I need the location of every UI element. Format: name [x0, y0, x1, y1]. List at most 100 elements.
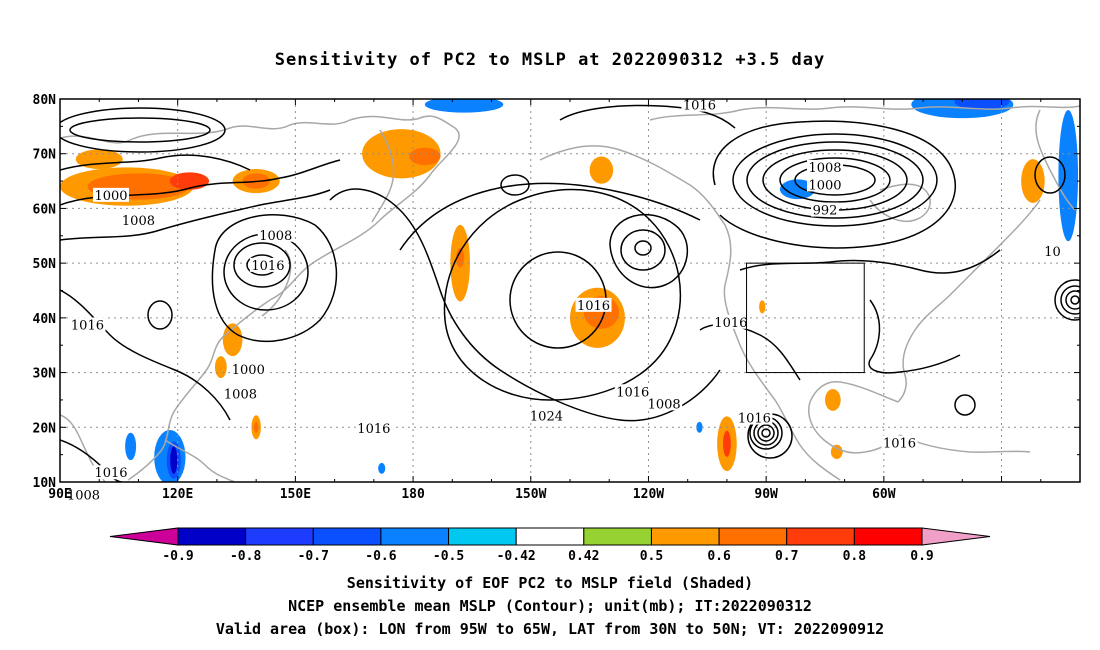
contour-label-bg: [614, 384, 651, 399]
longitude-label: 90E: [48, 487, 71, 502]
contour-label: 1016: [714, 316, 747, 331]
contour-label: 1008: [808, 161, 841, 176]
sensitivity-patch: [378, 462, 386, 474]
coast-asia-north: [60, 115, 456, 144]
sensitivity-patch: [409, 147, 441, 166]
contour-label-bg: [222, 386, 259, 401]
coast-hudson: [869, 183, 931, 222]
latitude-label: 50N: [33, 257, 57, 272]
contour-small-low-4: [954, 394, 976, 416]
latitude-label: 20N: [33, 421, 57, 436]
sensitivity-patch: [169, 172, 210, 190]
sensitivity-patch: [253, 421, 259, 433]
colorbar: [109, 527, 991, 546]
contour-low-alaska-2: [620, 229, 666, 271]
colorbar-box: [853, 527, 923, 546]
sensitivity-patch: [779, 179, 816, 200]
contour-low-canada-5: [732, 133, 938, 227]
valid-area-box: [746, 262, 865, 374]
sensitivity-patch: [214, 356, 227, 379]
contour-label: 1008: [648, 397, 681, 412]
contour-low-canada-6: [712, 120, 956, 249]
sensitivity-patch: [759, 300, 766, 314]
contour-1016-asia: [60, 189, 331, 241]
contour-1016-east-us: [868, 299, 961, 374]
contour-1016-arctic: [559, 104, 736, 129]
contour-small-low-1: [147, 300, 173, 330]
contour-label: 1016: [357, 422, 390, 437]
colorbar-label: 0.5: [640, 549, 663, 564]
contour-label: 1000: [94, 189, 127, 204]
contour-low-alaska-3: [609, 213, 689, 289]
contour-label-bg: [811, 202, 839, 217]
latitude-label: 70N: [33, 148, 57, 163]
contour-label-bg: [807, 159, 843, 174]
sensitivity-patch: [1021, 159, 1045, 203]
contour-atlantic-low-1: [1070, 295, 1080, 305]
longitude-label: 60W: [872, 487, 896, 502]
sensitivity-patch: [830, 444, 843, 460]
sensitivity-patch: [222, 323, 243, 357]
caption-line-3: Valid area (box): LON from 95W to 65W, L…: [215, 620, 885, 638]
contour-label: 992: [813, 204, 838, 219]
contour-label-bg: [249, 257, 286, 272]
coast-canada-north: [649, 105, 1080, 121]
latitude-label: 40N: [33, 312, 57, 327]
colorbar-label: -0.8: [230, 549, 261, 564]
contour-small-low-3: [500, 174, 530, 196]
latitude-labels: 80N 70N 60N 50N 40N 30N 20N 10N: [33, 93, 57, 491]
contour-label-bg: [69, 317, 106, 332]
contour-low-canada-2: [779, 157, 891, 203]
contour-label: 1008: [224, 387, 257, 402]
coast-na-west: [723, 224, 841, 481]
contour-label-bg: [736, 410, 773, 425]
contour-label: 1008: [67, 489, 100, 504]
coast-caribbean: [899, 434, 1031, 453]
contour-label: 1016: [251, 259, 284, 274]
longitude-label: 120E: [162, 487, 193, 502]
sensitivity-patch: [170, 446, 178, 474]
colorbar-box: [448, 527, 517, 546]
contour-label: 1008: [259, 229, 292, 244]
sensitivity-patch: [723, 430, 731, 457]
contour-hurricane-2: [757, 424, 775, 442]
contour-label: 1008: [122, 214, 155, 229]
contour-label: 1016: [738, 412, 771, 427]
contour-label-bg: [257, 227, 294, 242]
map-title: Sensitivity of PC2 to MSLP at 2022090312…: [274, 50, 826, 70]
longitude-label: 180: [401, 487, 425, 502]
mslp-contours: [60, 104, 1080, 482]
contour-1016-west-pacific: [60, 289, 231, 421]
contour-label: 10: [1044, 245, 1061, 260]
longitude-label: 150E: [280, 487, 311, 502]
sensitivity-patch: [456, 247, 465, 268]
coast-kamchatka: [371, 129, 395, 223]
colorbar-label: 0.7: [775, 549, 798, 564]
colorbar-box: [786, 527, 855, 546]
contour-label-bg: [355, 420, 392, 435]
contour-label-bg: [807, 177, 843, 192]
colorbar-box: [718, 527, 788, 546]
contour-label: 1000: [232, 363, 265, 378]
sensitivity-patch: [589, 156, 614, 184]
coast-greenland: [1035, 109, 1076, 211]
contour-label: 1016: [883, 437, 916, 452]
contour-label-bg: [712, 314, 749, 329]
colorbar-box: [245, 527, 314, 546]
contour-low-siberia-2: [69, 117, 211, 143]
longitude-labels: 90E 120E 150E 180 150W 120W 90W 60W: [48, 487, 895, 502]
contour-label-bg: [528, 408, 565, 423]
contour-high-pacific-2: [443, 188, 682, 401]
contour-low-alaska-1: [634, 240, 652, 256]
contour-label: 1016: [94, 466, 127, 481]
colorbar-label: 0.9: [910, 549, 933, 564]
caption-line-1: Sensitivity of EOF PC2 to MSLP field (Sh…: [346, 574, 754, 592]
coast-gulf: [808, 381, 901, 454]
latitude-label: 80N: [33, 93, 57, 108]
colorbar-box: [380, 527, 450, 546]
colorbar-label: -0.9: [162, 549, 193, 564]
sensitivity-patch: [696, 421, 703, 433]
contour-label-bg: [681, 97, 718, 112]
coast-na-east: [897, 199, 1041, 403]
